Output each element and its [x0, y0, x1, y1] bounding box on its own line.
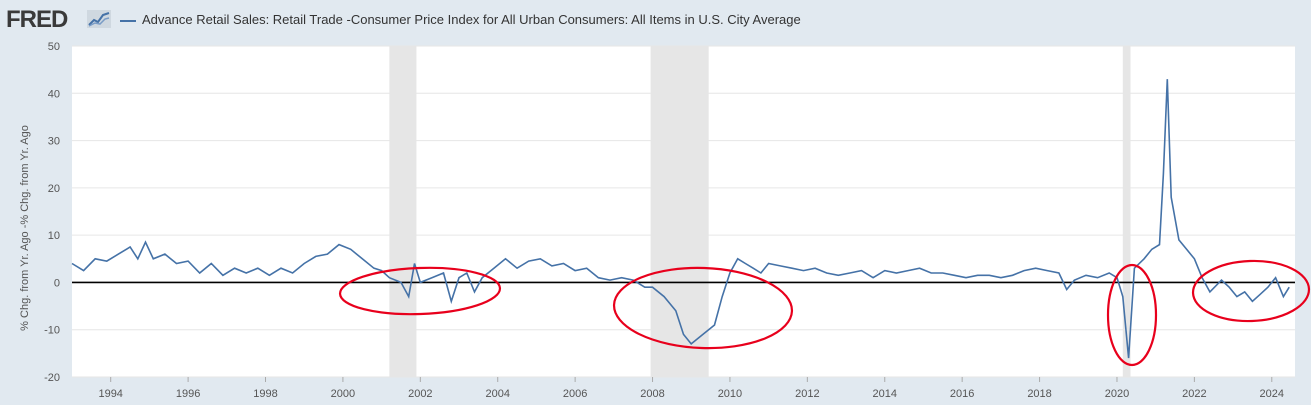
x-tick-label: 2014 [873, 388, 897, 400]
recession-band-0 [389, 46, 417, 377]
y-tick-label: 0 [54, 277, 60, 289]
y-tick-label: 30 [48, 136, 60, 148]
annotation-circle-2 [1106, 263, 1158, 367]
y-axis-ticks: 50 40 30 20 10 0 -10 -20 [44, 41, 60, 384]
x-tick-label: 2016 [950, 388, 974, 400]
x-tick-label: 2010 [718, 388, 742, 400]
series-title: Advance Retail Sales: Retail Trade -Cons… [142, 12, 801, 27]
fred-graph-icon [87, 10, 111, 28]
x-tick-label: 1996 [176, 388, 200, 400]
fred-logo[interactable]: FRED [6, 6, 68, 33]
x-tick-label: 2008 [640, 388, 664, 400]
recession-band-2 [1122, 46, 1131, 377]
x-tick-label: 2012 [795, 388, 819, 400]
x-tick-label: 2002 [408, 388, 432, 400]
annotation-circle-3 [1191, 259, 1311, 323]
gridlines [72, 45, 1295, 378]
x-tick-label: 2000 [331, 388, 355, 400]
x-axis-ticks: 1994 1996 1998 2000 2002 2004 2006 2008 2010 2012… [98, 377, 1284, 400]
x-tick-label: 2004 [485, 388, 509, 400]
y-tick-label: 50 [48, 41, 60, 53]
annotation-circle-1 [612, 266, 794, 350]
x-tick-label: 2024 [1260, 388, 1284, 400]
x-tick-label: 1994 [98, 388, 122, 400]
chart-header: FRED Advance Retail Sales: Retail Trade … [0, 0, 1311, 40]
x-tick-label: 2006 [563, 388, 587, 400]
x-tick-label: 1998 [253, 388, 277, 400]
y-tick-label: 10 [48, 230, 60, 242]
y-tick-label: 20 [48, 183, 60, 195]
y-tick-label: -10 [44, 325, 60, 337]
annotation-circles [338, 259, 1311, 367]
recession-band-1 [650, 46, 709, 377]
x-tick-label: 2018 [1027, 388, 1051, 400]
x-tick-label: 2020 [1105, 388, 1129, 400]
y-tick-label: -20 [44, 372, 60, 384]
series-line [71, 79, 1290, 359]
annotation-circle-0 [338, 266, 502, 316]
legend-line-swatch [120, 20, 136, 22]
x-tick-label: 2022 [1182, 388, 1206, 400]
y-tick-label: 40 [48, 88, 60, 100]
y-axis-label: % Chg. from Yr. Ago -% Chg. from Yr. Ago [19, 125, 31, 331]
